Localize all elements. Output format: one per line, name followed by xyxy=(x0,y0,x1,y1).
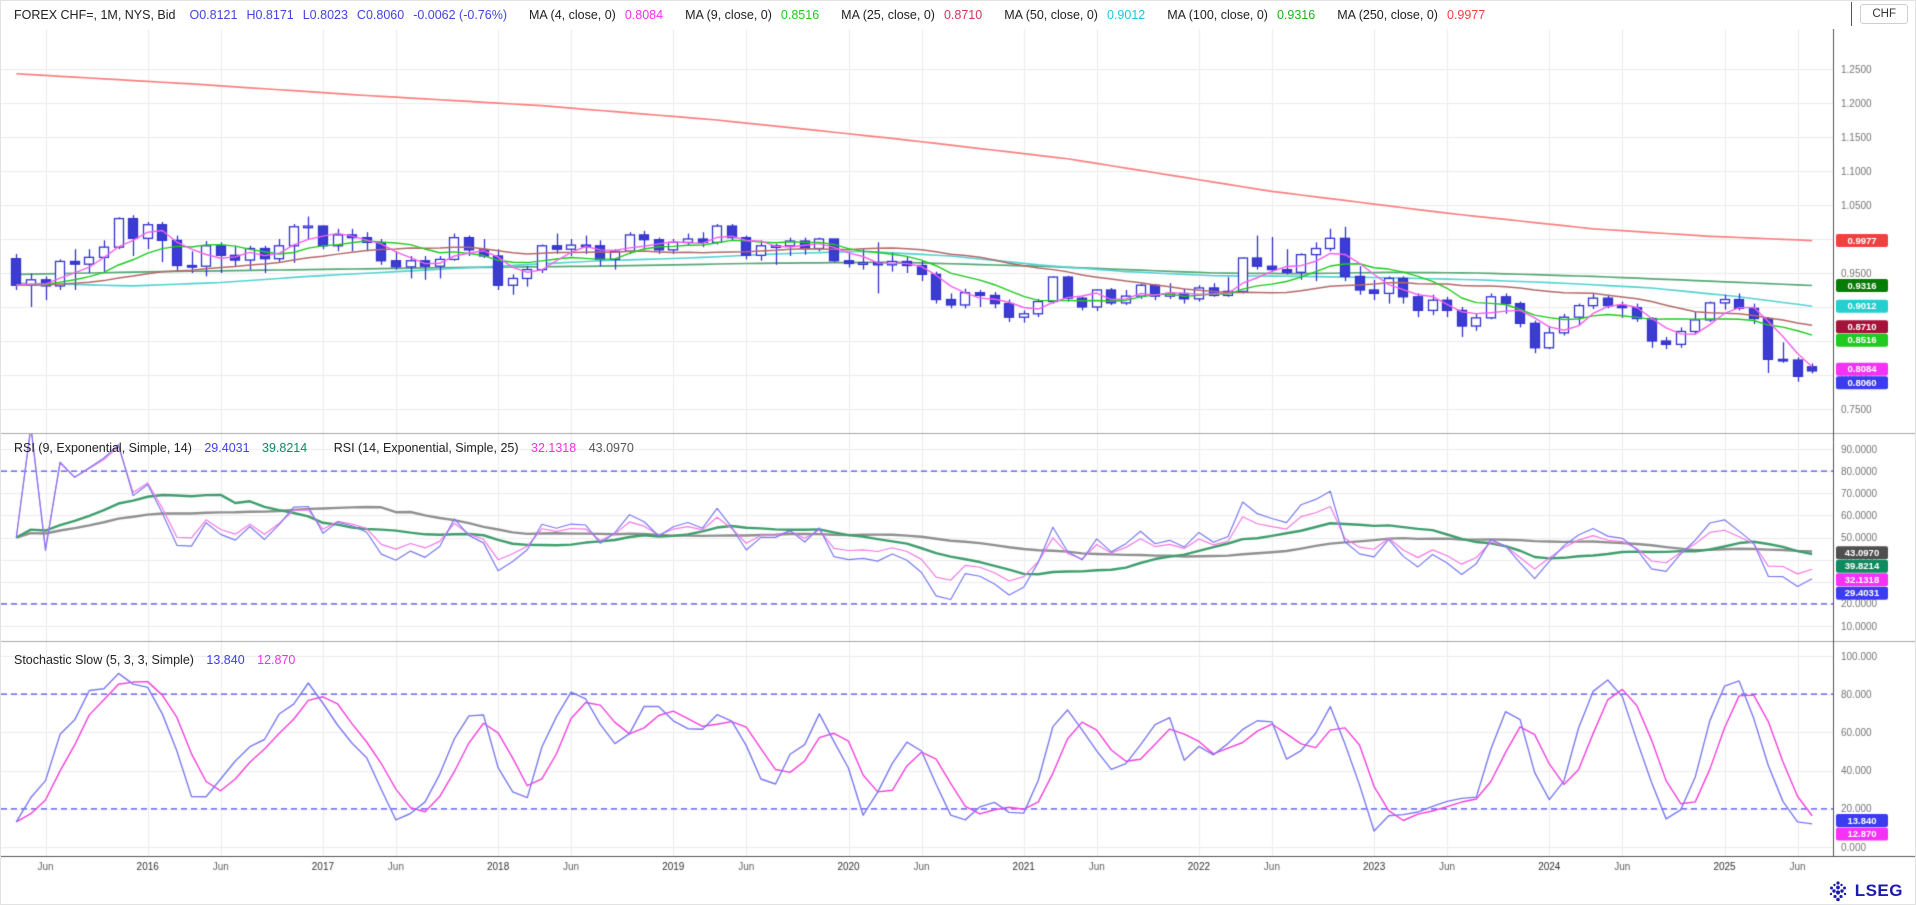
stochastic-legend[interactable]: Stochastic Slow (5, 3, 3, Simple) 13.840… xyxy=(14,653,304,667)
ma-value: 0.8710 xyxy=(943,8,983,22)
ma-legend-4[interactable]: MA (4, close, 0) 0.8084 xyxy=(529,8,663,22)
ma-value: 0.9012 xyxy=(1106,8,1146,22)
chart-legend-bar: FOREX CHF=, 1M, NYS, Bid O0.8121 H0.8171… xyxy=(1,1,1915,30)
ma-value: 0.8516 xyxy=(780,8,820,22)
rsi-title-2: RSI (14, Exponential, Simple, 25) xyxy=(333,441,519,455)
lseg-crest-icon xyxy=(1826,880,1850,902)
ma-legend-250[interactable]: MA (250, close, 0) 0.9977 xyxy=(1337,8,1485,22)
quote-low: L0.8023 xyxy=(302,8,348,22)
quote-change: -0.0062 (-0.76%) xyxy=(413,8,507,22)
rsi-value-4: 43.0970 xyxy=(588,441,634,455)
rsi-value-1: 29.4031 xyxy=(204,441,250,455)
ma-legend-25[interactable]: MA (25, close, 0) 0.8710 xyxy=(841,8,982,22)
quote-ohlc: O0.8121 H0.8171 L0.8023 C0.8060 -0.0062 … xyxy=(190,8,508,22)
rsi-value-3: 32.1318 xyxy=(531,441,577,455)
footer: LSEG xyxy=(1,877,1915,904)
ma-label: MA (4, close, 0) xyxy=(529,8,616,22)
rsi-value-2: 39.8214 xyxy=(262,441,308,455)
ma-label: MA (9, close, 0) xyxy=(685,8,772,22)
chart-area: RSI (9, Exponential, Simple, 14) 29.4031… xyxy=(1,29,1915,879)
ma-label: MA (50, close, 0) xyxy=(1004,8,1098,22)
instrument-title[interactable]: FOREX CHF=, 1M, NYS, Bid xyxy=(14,8,176,22)
price-chart-canvas[interactable] xyxy=(1,29,1915,879)
ma-value: 0.8084 xyxy=(624,8,664,22)
ma-legend-9[interactable]: MA (9, close, 0) 0.8516 xyxy=(685,8,819,22)
quote-open: O0.8121 xyxy=(189,8,238,22)
lseg-logo: LSEG xyxy=(1826,880,1903,902)
ma-legend-50[interactable]: MA (50, close, 0) 0.9012 xyxy=(1004,8,1145,22)
ma-value: 0.9316 xyxy=(1276,8,1316,22)
symbol-tab-chf[interactable]: CHF xyxy=(1851,2,1908,26)
stoch-value-d: 12.870 xyxy=(257,653,296,667)
ma-legend-100[interactable]: MA (100, close, 0) 0.9316 xyxy=(1167,8,1315,22)
lseg-wordmark: LSEG xyxy=(1854,880,1903,900)
ma-label: MA (25, close, 0) xyxy=(841,8,935,22)
ma-label: MA (100, close, 0) xyxy=(1167,8,1268,22)
quote-close: C0.8060 xyxy=(356,8,405,22)
stoch-title: Stochastic Slow (5, 3, 3, Simple) xyxy=(14,653,194,667)
rsi-legend[interactable]: RSI (9, Exponential, Simple, 14) 29.4031… xyxy=(14,441,643,455)
ma-label: MA (250, close, 0) xyxy=(1337,8,1438,22)
rsi-title-1: RSI (9, Exponential, Simple, 14) xyxy=(14,441,192,455)
ma-value: 0.9977 xyxy=(1446,8,1486,22)
stoch-value-k: 13.840 xyxy=(206,653,245,667)
quote-high: H0.8171 xyxy=(246,8,294,22)
